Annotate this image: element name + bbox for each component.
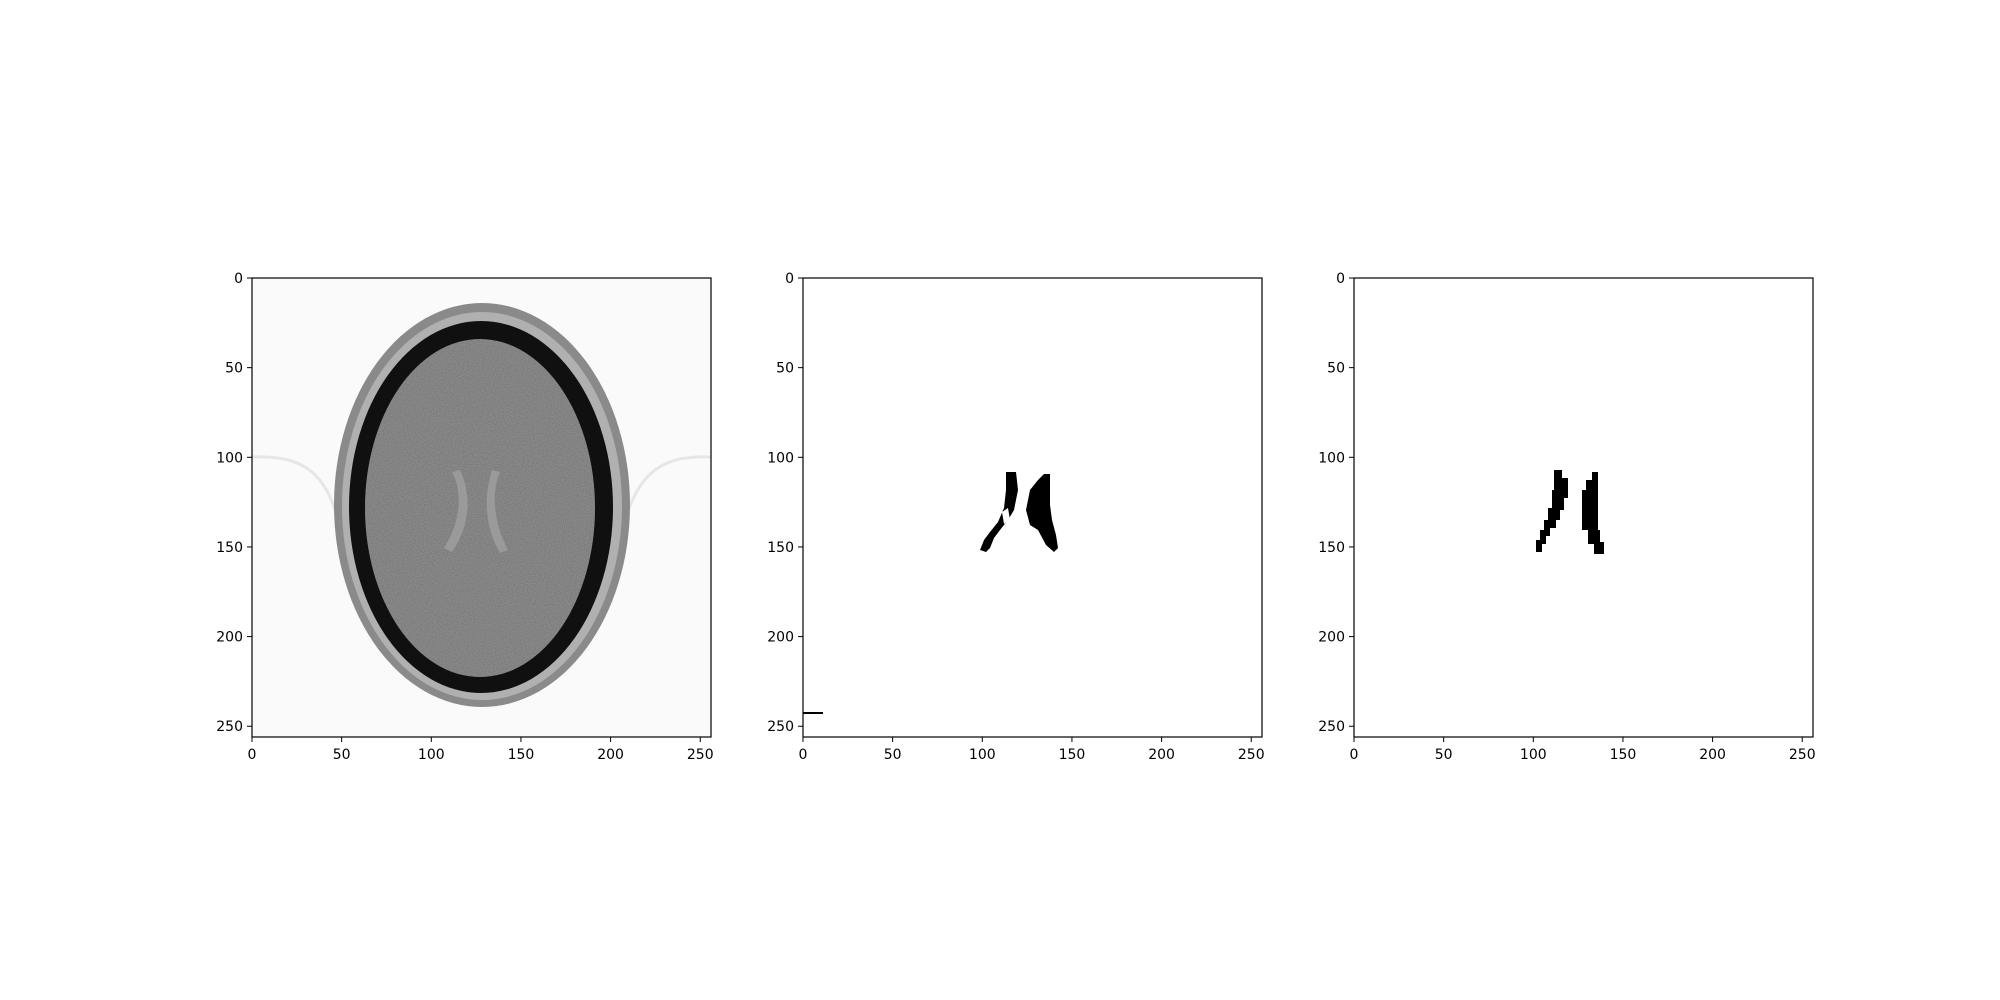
mask-ventricle-right bbox=[1026, 474, 1058, 552]
ventricle-left bbox=[444, 470, 468, 552]
x-tick-label: 100 bbox=[1520, 747, 1547, 763]
y-tick-label: 100 bbox=[216, 450, 243, 466]
tick-layer: 0 50 100 150 200 250 0 50 100 150 200 250 0 50 100 150 2… bbox=[216, 271, 1815, 763]
y-tick-label: 50 bbox=[776, 361, 794, 377]
y-tick-label: 150 bbox=[1318, 540, 1345, 556]
y-tick-label: 50 bbox=[225, 361, 243, 377]
mask-hole bbox=[1002, 508, 1010, 524]
brain-texture bbox=[365, 339, 595, 677]
x-tick-label: 50 bbox=[1435, 747, 1453, 763]
x-tick-label: 150 bbox=[508, 747, 535, 763]
x-tick-label: 250 bbox=[687, 747, 714, 763]
axes-frame-3 bbox=[1353, 277, 1814, 738]
x-tick-label: 50 bbox=[333, 747, 351, 763]
mask-ventricle-left bbox=[980, 472, 1018, 552]
mask-artifact bbox=[803, 712, 823, 714]
x-tick-label: 150 bbox=[1059, 747, 1086, 763]
axes-frame-2 bbox=[802, 277, 1263, 738]
x-tick-label: 100 bbox=[969, 747, 996, 763]
x-tick-label: 0 bbox=[248, 747, 257, 763]
x-tick-label: 250 bbox=[1238, 747, 1265, 763]
y-tick-label: 200 bbox=[767, 630, 794, 646]
y-tick-label: 0 bbox=[785, 271, 794, 287]
x-tick-label: 0 bbox=[799, 747, 808, 763]
x-tick-label: 50 bbox=[884, 747, 902, 763]
gt-ventricle-left bbox=[1536, 470, 1568, 552]
x-tick-label: 250 bbox=[1789, 747, 1816, 763]
axes-frame-1 bbox=[251, 277, 712, 738]
x-tick-label: 150 bbox=[1610, 747, 1637, 763]
x-tick-label: 0 bbox=[1350, 747, 1359, 763]
ventricle-right bbox=[486, 470, 508, 553]
x-tick-label: 100 bbox=[418, 747, 445, 763]
panel-predicted-mask bbox=[803, 278, 1262, 737]
y-tick-label: 250 bbox=[767, 719, 794, 735]
panel-ground-truth-mask bbox=[1354, 278, 1813, 737]
x-tick-label: 200 bbox=[1148, 747, 1175, 763]
gt-ventricle-right bbox=[1582, 472, 1604, 554]
y-tick-label: 150 bbox=[216, 540, 243, 556]
y-tick-label: 0 bbox=[234, 271, 243, 287]
x-tick-label: 200 bbox=[1699, 747, 1726, 763]
y-tick-label: 250 bbox=[1318, 719, 1345, 735]
y-tick-label: 50 bbox=[1327, 361, 1345, 377]
y-tick-label: 200 bbox=[216, 630, 243, 646]
y-tick-label: 250 bbox=[216, 719, 243, 735]
y-tick-label: 150 bbox=[767, 540, 794, 556]
y-tick-label: 0 bbox=[1336, 271, 1345, 287]
x-tick-label: 200 bbox=[597, 747, 624, 763]
y-tick-label: 200 bbox=[1318, 630, 1345, 646]
panel-ct-slice bbox=[252, 278, 711, 737]
y-tick-label: 100 bbox=[767, 450, 794, 466]
y-tick-label: 100 bbox=[1318, 450, 1345, 466]
